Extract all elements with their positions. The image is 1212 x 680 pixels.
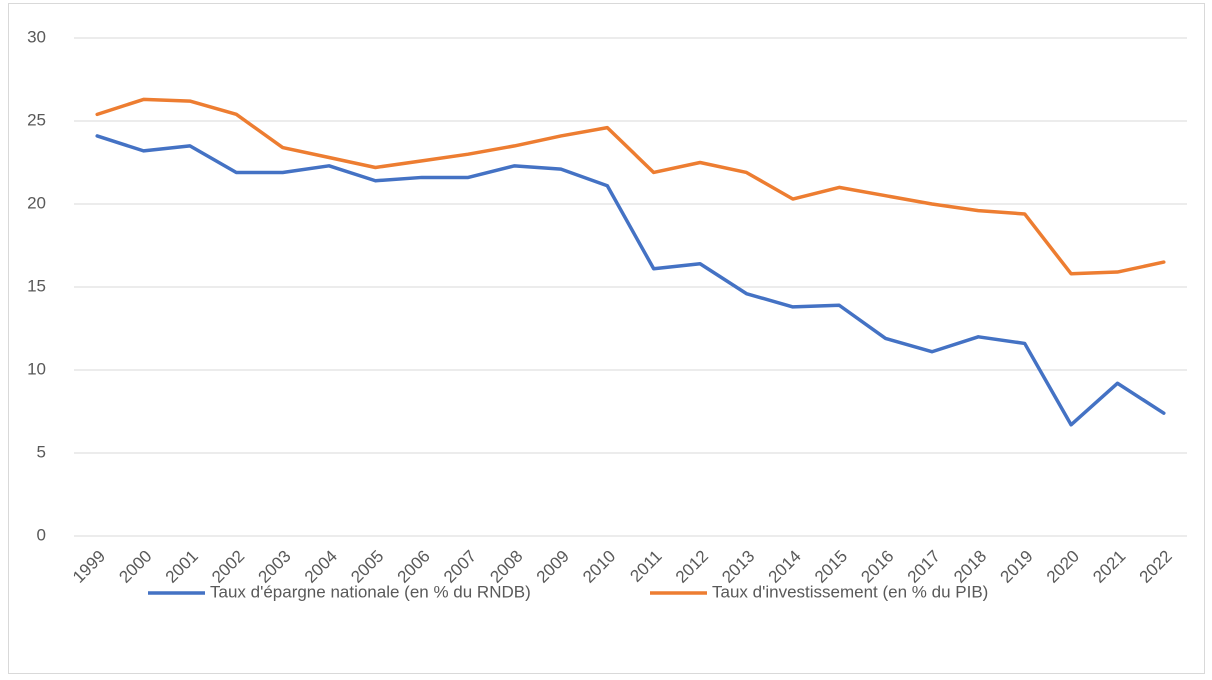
- y-tick-label: 0: [37, 525, 46, 544]
- legend-label: Taux d'investissement (en % du PIB): [712, 582, 988, 601]
- legend-label: Taux d'épargne nationale (en % du RNDB): [210, 582, 531, 601]
- y-tick-label: 15: [27, 276, 46, 295]
- y-tick-label: 25: [27, 110, 46, 129]
- chart-border: [8, 3, 1205, 674]
- y-tick-label: 5: [37, 442, 46, 461]
- y-tick-label: 10: [27, 359, 46, 378]
- line-series: [95, 97, 1166, 276]
- line-series: [95, 134, 1166, 427]
- y-tick-label: 20: [27, 193, 46, 212]
- y-tick-label: 30: [27, 27, 46, 46]
